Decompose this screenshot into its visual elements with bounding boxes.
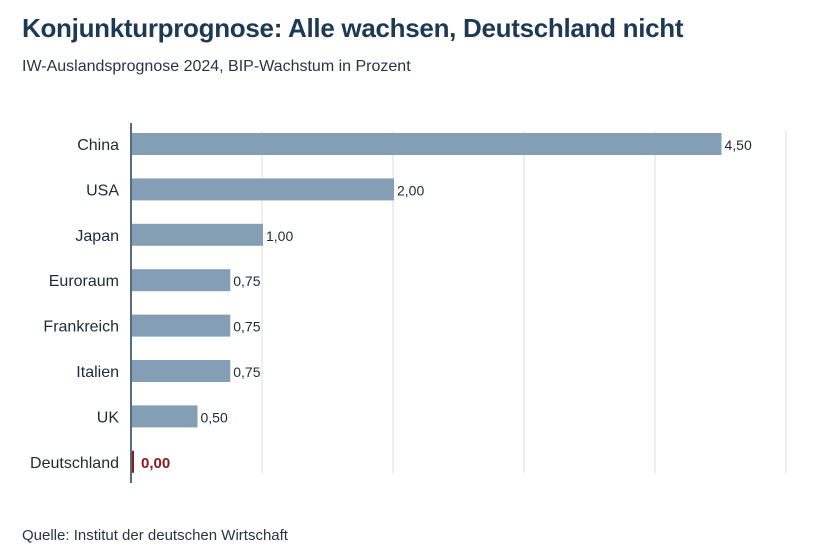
data-label: 1,00 — [266, 228, 293, 244]
bar — [132, 133, 722, 155]
source-note: Quelle: Institut der deutschen Wirtschaf… — [22, 527, 288, 544]
bar — [132, 269, 231, 292]
data-label: 0,00 — [141, 455, 170, 472]
bar — [132, 405, 198, 428]
data-label: 0,75 — [233, 273, 260, 289]
category-label: Euroraum — [49, 273, 119, 290]
bar — [132, 223, 263, 246]
category-label: China — [77, 137, 119, 154]
category-label: USA — [86, 182, 119, 199]
data-label: 4,50 — [725, 137, 752, 153]
category-label: Deutschland — [30, 455, 119, 472]
chart-subtitle: IW-Auslandsprognose 2024, BIP-Wachstum i… — [22, 58, 411, 75]
category-label: UK — [97, 409, 120, 426]
data-label: 0,75 — [233, 319, 260, 335]
data-label: 2,00 — [397, 182, 424, 198]
bar — [132, 314, 231, 337]
data-label: 0,50 — [201, 409, 228, 425]
data-label: 0,75 — [233, 364, 260, 380]
bar — [132, 360, 231, 382]
bar — [132, 450, 134, 473]
category-label: Japan — [75, 228, 119, 245]
category-label: Frankreich — [43, 319, 119, 336]
category-label: Italien — [76, 364, 119, 381]
chart-title: Konjunkturprognose: Alle wachsen, Deutsc… — [22, 13, 684, 43]
bar — [132, 178, 394, 201]
